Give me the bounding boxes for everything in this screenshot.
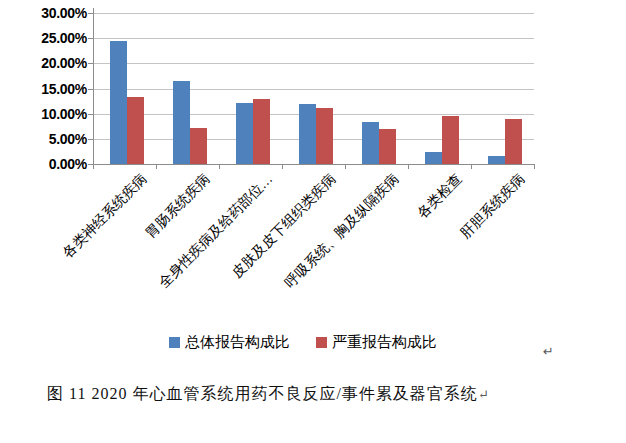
- y-tick-label: 25.00%: [31, 30, 87, 46]
- legend-swatch-icon: [169, 337, 180, 348]
- x-axis-tick: [408, 164, 409, 169]
- y-tick-label: 15.00%: [31, 81, 87, 97]
- legend-label: 严重报告构成比: [332, 333, 437, 352]
- category-label: 呼吸系统、胸及纵隔疾病: [282, 171, 402, 291]
- bar-serious: [505, 119, 522, 164]
- y-tick-label: 30.00%: [31, 5, 87, 21]
- category-label: 各类神经系统疾病: [59, 171, 149, 261]
- x-axis-tick: [219, 164, 220, 169]
- legend-swatch-icon: [316, 337, 327, 348]
- x-axis-tick: [156, 164, 157, 169]
- chart-legend: 总体报告构成比 严重报告构成比: [73, 333, 533, 352]
- category-label: 肝胆系统疾病: [457, 171, 527, 241]
- category-label: 皮肤及皮下组织类疾病: [229, 171, 339, 281]
- y-axis-line: [93, 8, 94, 169]
- y-tick-label: 10.00%: [31, 106, 87, 122]
- bar-total: [299, 104, 316, 164]
- caption-return-mark: ↵: [478, 387, 489, 402]
- bar-total: [236, 103, 253, 164]
- gridline: [93, 63, 534, 64]
- bar-total: [362, 122, 379, 164]
- category-label: 全身性疾病及给药部位…: [156, 171, 276, 291]
- legend-item: 严重报告构成比: [316, 333, 437, 352]
- bar-serious: [253, 99, 270, 164]
- x-axis-tick: [471, 164, 472, 169]
- x-axis-line: [93, 164, 535, 165]
- x-axis-tick: [534, 164, 535, 169]
- legend-label: 总体报告构成比: [185, 333, 290, 352]
- figure-caption: 图 11 2020 年心血管系统用药不良反应/事件累及器官系统↵: [47, 384, 489, 405]
- gridline: [93, 89, 534, 90]
- bar-serious: [316, 108, 333, 164]
- bar-total: [425, 152, 442, 164]
- gridline: [93, 38, 534, 39]
- bar-total: [110, 41, 127, 164]
- bar-total: [173, 81, 190, 164]
- bar-serious: [127, 97, 144, 164]
- bar-total: [488, 156, 505, 164]
- x-axis-tick: [282, 164, 283, 169]
- category-label: 胃肠系统疾病: [142, 171, 212, 241]
- y-tick-label: 0.00%: [31, 156, 87, 172]
- y-tick-label: 20.00%: [31, 55, 87, 71]
- bar-serious: [190, 128, 207, 164]
- x-axis-tick: [93, 164, 94, 169]
- legend-item: 总体报告构成比: [169, 333, 290, 352]
- category-label: 各类检查: [414, 171, 464, 221]
- bar-serious: [379, 129, 396, 164]
- y-tick-label: 5.00%: [31, 131, 87, 147]
- paragraph-return-mark: ↵: [543, 344, 554, 359]
- figure-caption-text: 图 11 2020 年心血管系统用药不良反应/事件累及器官系统: [47, 385, 478, 402]
- x-axis-tick: [345, 164, 346, 169]
- bar-serious: [442, 116, 459, 164]
- gridline: [93, 13, 534, 14]
- document-page: 30.00% 25.00% 20.00% 15.00% 10.00% 5.00% 0.00%…: [0, 0, 626, 443]
- bar-chart: 30.00% 25.00% 20.00% 15.00% 10.00% 5.00% 0.00%…: [0, 0, 626, 380]
